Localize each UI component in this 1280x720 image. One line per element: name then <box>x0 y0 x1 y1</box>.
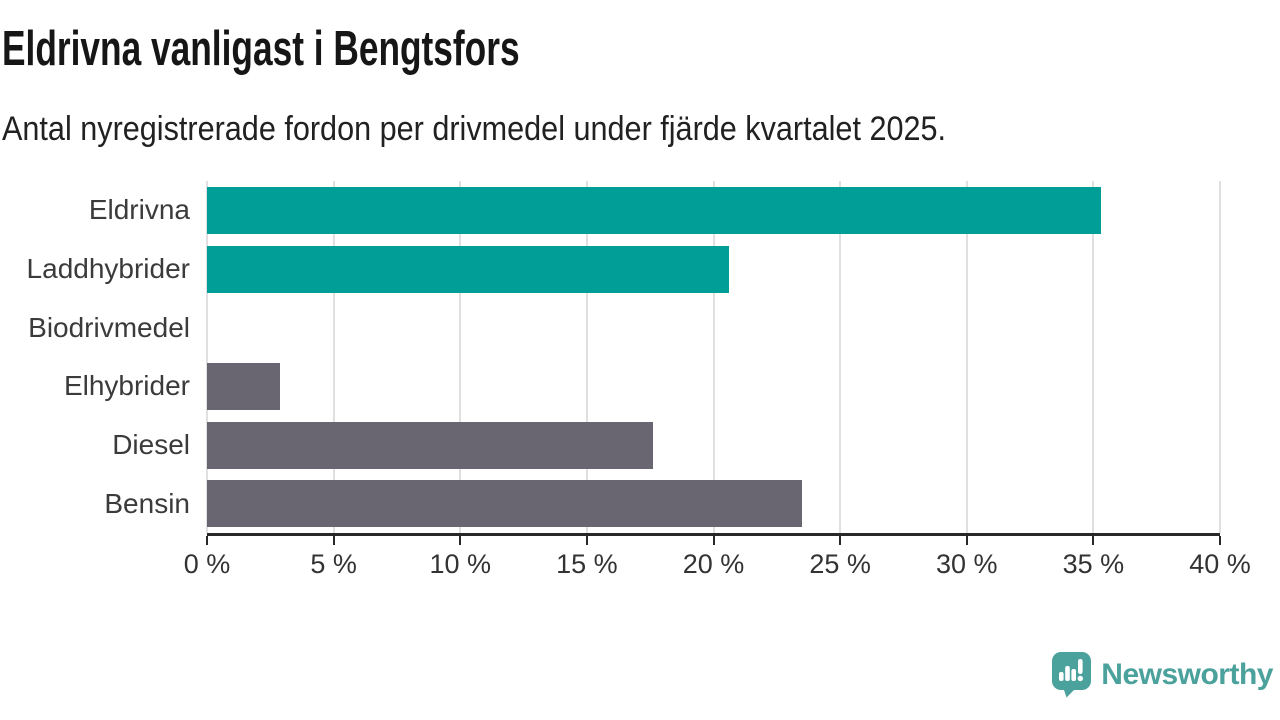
bar-row <box>207 416 1220 475</box>
gridline <box>459 181 462 533</box>
gridline <box>1092 181 1095 533</box>
y-category-label: Biodrivmedel <box>28 311 190 343</box>
gridline <box>332 181 335 533</box>
axis-tick <box>965 536 968 545</box>
y-axis-category-labels: Eldrivna Laddhybrider Biodrivmedel Elhybrid… <box>0 181 190 533</box>
chart-title: Eldrivna vanligast i Bengtsfors <box>2 22 520 76</box>
axis-tick <box>839 536 842 545</box>
bar-row <box>207 298 1220 357</box>
gridline <box>206 181 208 533</box>
x-axis: 0 % 5 % 10 % 15 % 20 % 25 % 30 % 35 % 40 % <box>184 533 1251 593</box>
bar <box>207 421 653 469</box>
newsworthy-logo-icon <box>1052 652 1092 698</box>
plot-area <box>206 181 1221 533</box>
x-tick-label: 35 % <box>1062 549 1125 579</box>
bar <box>207 245 729 293</box>
x-tick-label: 0 % <box>183 549 231 579</box>
x-tick-label: 40 % <box>1189 549 1251 579</box>
y-category-label: Laddhybrider <box>26 253 190 284</box>
bar-row <box>207 474 1220 533</box>
bar <box>207 362 281 410</box>
axis-tick <box>206 536 208 545</box>
x-tick-label: 15 % <box>556 549 618 579</box>
x-tick-label: 30 % <box>935 549 998 579</box>
bar <box>207 480 803 528</box>
x-axis-line <box>207 533 1220 536</box>
bar-row <box>207 240 1220 299</box>
x-tick-label: 20 % <box>682 549 745 579</box>
bars-layer <box>207 181 1220 533</box>
axis-tick <box>332 536 335 545</box>
y-category-label: Eldrivna <box>88 194 190 226</box>
newsworthy-logo: Newsworthy <box>1051 651 1273 698</box>
x-tick-label: 5 % <box>310 549 357 579</box>
y-category-label: Elhybrider <box>63 370 190 402</box>
y-category-label: Bensin <box>104 487 190 519</box>
axis-tick <box>459 536 462 545</box>
x-tick-label: 10 % <box>429 549 492 579</box>
axis-tick <box>1092 536 1095 545</box>
axis-tick <box>585 536 588 545</box>
bar <box>207 186 1101 234</box>
bar-row <box>207 357 1220 416</box>
newsworthy-logo-text: Newsworthy <box>1101 657 1273 691</box>
y-category-label: Diesel <box>112 429 190 461</box>
axis-tick <box>1219 536 1221 545</box>
gridline <box>839 181 842 533</box>
axis-tick <box>712 536 715 545</box>
x-tick-label: 25 % <box>809 549 871 579</box>
gridline <box>1219 181 1221 533</box>
gridline <box>585 181 588 533</box>
gridline <box>965 181 968 533</box>
chart-subtitle: Antal nyregistrerade fordon per drivmede… <box>2 110 947 148</box>
bar-row <box>207 181 1220 240</box>
gridline <box>712 181 715 533</box>
